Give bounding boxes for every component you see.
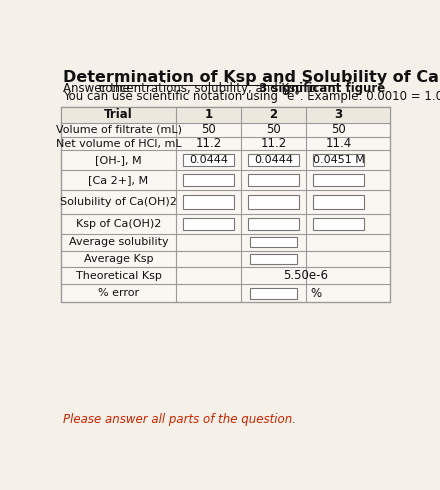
Text: 11.4: 11.4 xyxy=(326,137,352,150)
Text: Volume of filtrate (mL): Volume of filtrate (mL) xyxy=(55,124,182,135)
Bar xyxy=(248,154,299,167)
Bar xyxy=(248,174,299,187)
Bar xyxy=(250,288,297,298)
Bar xyxy=(248,195,299,209)
Text: Net volume of HCl, mL: Net volume of HCl, mL xyxy=(56,139,181,148)
Text: 3: 3 xyxy=(334,108,343,121)
Text: Average solubility: Average solubility xyxy=(69,237,169,247)
Bar xyxy=(248,218,299,230)
Bar xyxy=(313,195,364,209)
Bar xyxy=(61,106,390,302)
Text: %: % xyxy=(311,287,322,300)
Bar xyxy=(183,154,234,167)
Text: Ksp of Ca(OH)2: Ksp of Ca(OH)2 xyxy=(76,219,161,228)
Text: 0.0451 M: 0.0451 M xyxy=(313,155,365,166)
Text: 0.0444: 0.0444 xyxy=(254,155,293,166)
Text: Trial: Trial xyxy=(104,108,133,121)
Text: 50: 50 xyxy=(331,123,346,136)
Bar xyxy=(183,218,234,230)
Text: You can use scientific notation using "e". Example: 0.0010 = 1.0e-3: You can use scientific notation using "e… xyxy=(63,90,440,103)
Bar xyxy=(250,254,297,264)
Bar xyxy=(313,154,364,167)
Bar xyxy=(183,174,234,187)
Bar xyxy=(250,237,297,247)
Text: 50: 50 xyxy=(201,123,216,136)
Text: Determination of Ksp and Solubility of Ca(OH)2: Determination of Ksp and Solubility of C… xyxy=(63,70,440,85)
Text: .: . xyxy=(336,82,339,95)
Bar xyxy=(313,174,364,187)
Text: 0.0444: 0.0444 xyxy=(189,155,228,166)
Text: concentrations, solubility, and Ksp in: concentrations, solubility, and Ksp in xyxy=(99,82,318,95)
Text: [OH-], M: [OH-], M xyxy=(95,155,142,166)
Bar xyxy=(313,218,364,230)
Text: Answer the: Answer the xyxy=(63,82,133,95)
Text: 50: 50 xyxy=(266,123,281,136)
Text: 5.50e-6: 5.50e-6 xyxy=(284,270,329,282)
Text: 11.2: 11.2 xyxy=(195,137,222,150)
Bar xyxy=(61,106,390,122)
Text: [Ca 2+], M: [Ca 2+], M xyxy=(88,175,149,185)
Bar xyxy=(183,195,234,209)
Text: 11.2: 11.2 xyxy=(260,137,287,150)
Text: Average Ksp: Average Ksp xyxy=(84,254,153,264)
Text: Please answer all parts of the question.: Please answer all parts of the question. xyxy=(63,413,296,426)
Text: 1: 1 xyxy=(205,108,213,121)
Text: Theoretical Ksp: Theoretical Ksp xyxy=(76,271,161,281)
Text: 2: 2 xyxy=(269,108,278,121)
Text: Solubility of Ca(OH)2: Solubility of Ca(OH)2 xyxy=(60,197,177,207)
Text: % error: % error xyxy=(98,288,139,298)
Text: 3 significant figure: 3 significant figure xyxy=(255,82,385,95)
